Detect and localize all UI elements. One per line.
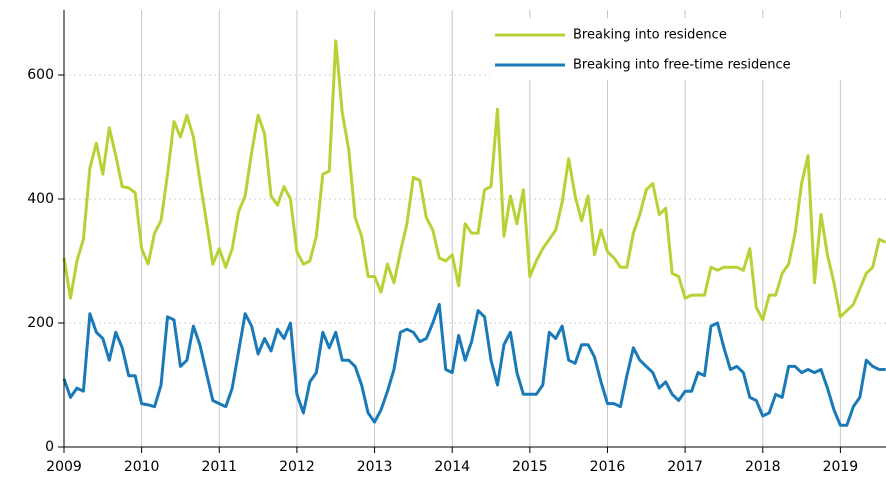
x-tick-label: 2013	[357, 459, 393, 475]
x-tick-label: 2017	[667, 459, 703, 475]
legend: Breaking into residence Breaking into fre…	[490, 18, 886, 80]
legend-label: Breaking into residence	[573, 28, 727, 43]
series-line	[62, 302, 886, 427]
x-tick-label: 2015	[512, 459, 548, 475]
x-tick-label: 2011	[201, 459, 237, 475]
x-tick-label: 2009	[46, 459, 82, 475]
series-line	[62, 39, 886, 322]
y-tick-label: 600	[27, 67, 54, 83]
legend-label: Breaking into free-time residence	[573, 58, 791, 73]
x-tick-label: 2018	[745, 459, 781, 475]
x-tick-label: 2016	[590, 459, 626, 475]
x-tick-label: 2019	[823, 459, 859, 475]
y-tick-label: 0	[45, 439, 54, 455]
x-tick-label: 2010	[124, 459, 160, 475]
legend-box	[490, 18, 886, 80]
x-tick-label: 2014	[434, 459, 470, 475]
y-tick-label: 200	[27, 315, 54, 331]
y-tick-label: 400	[27, 191, 54, 207]
x-tick-label: 2012	[279, 459, 315, 475]
